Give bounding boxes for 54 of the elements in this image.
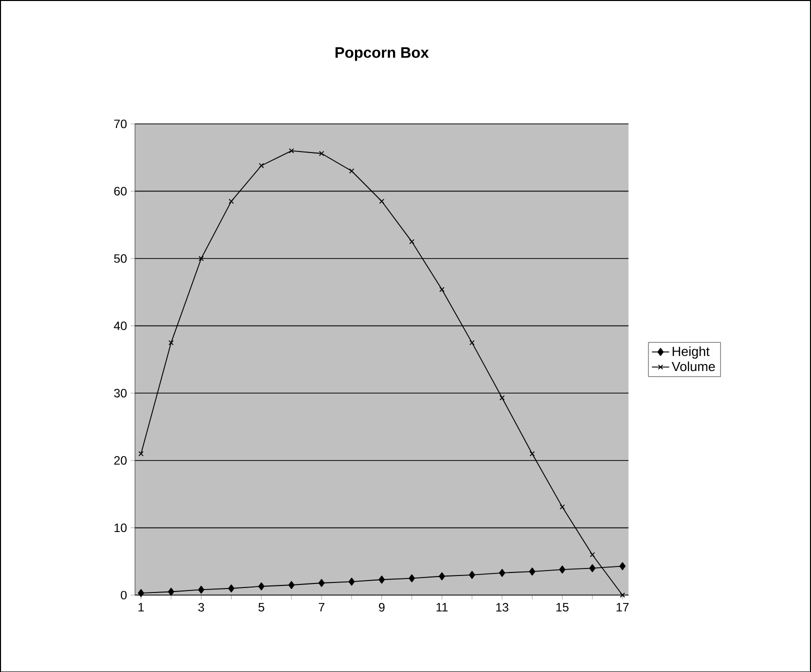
- x-tick-label: 9: [378, 602, 385, 612]
- point: [138, 588, 144, 597]
- legend-label: Height: [672, 346, 710, 358]
- x-tick-label: 3: [198, 602, 204, 612]
- y-tick-label: 10: [114, 523, 127, 532]
- x-tick-label: 5: [258, 602, 264, 612]
- point: [468, 570, 476, 579]
- y-tick-label: 30: [114, 388, 127, 398]
- point: [409, 238, 414, 244]
- point: [258, 162, 264, 168]
- point: [138, 450, 144, 456]
- y-tick-label: 60: [114, 186, 127, 196]
- point: [258, 582, 264, 590]
- point: [619, 562, 626, 570]
- point: [530, 450, 535, 456]
- point: [589, 564, 596, 572]
- x-tick-label: 13: [496, 602, 508, 612]
- x-tick-label: 15: [556, 602, 569, 612]
- x-tick-label: 11: [436, 602, 448, 612]
- point: [498, 568, 506, 577]
- point: [438, 572, 446, 580]
- point: [469, 340, 475, 346]
- point: [379, 198, 384, 204]
- point: [590, 552, 595, 558]
- point: [439, 286, 445, 292]
- y-tick-label: 70: [114, 119, 127, 128]
- point: [198, 585, 204, 594]
- point: [288, 148, 294, 154]
- x-tick-label: 17: [616, 602, 629, 612]
- point: [500, 395, 505, 400]
- y-tick-label: 40: [114, 321, 127, 330]
- point: [198, 256, 204, 261]
- point: [620, 592, 626, 598]
- y-tick-label: 20: [114, 456, 127, 465]
- y-tick-label: 0: [120, 590, 127, 600]
- point: [228, 584, 234, 592]
- point: [168, 588, 174, 596]
- point: [318, 150, 324, 156]
- x-tick-label: 7: [318, 602, 324, 612]
- point: [348, 577, 355, 586]
- legend-label: Volume: [672, 361, 715, 371]
- point: [168, 340, 174, 346]
- point: [560, 504, 565, 510]
- point: [228, 198, 234, 204]
- chart-title: Popcorn Box: [336, 47, 429, 61]
- point: [529, 567, 536, 576]
- point: [318, 578, 325, 587]
- y-tick-label: 50: [114, 254, 127, 263]
- point: [559, 565, 566, 574]
- point: [408, 574, 415, 582]
- x-tick-label: 1: [138, 602, 144, 612]
- point: [288, 580, 295, 589]
- point: [378, 575, 385, 584]
- point: [349, 168, 354, 174]
